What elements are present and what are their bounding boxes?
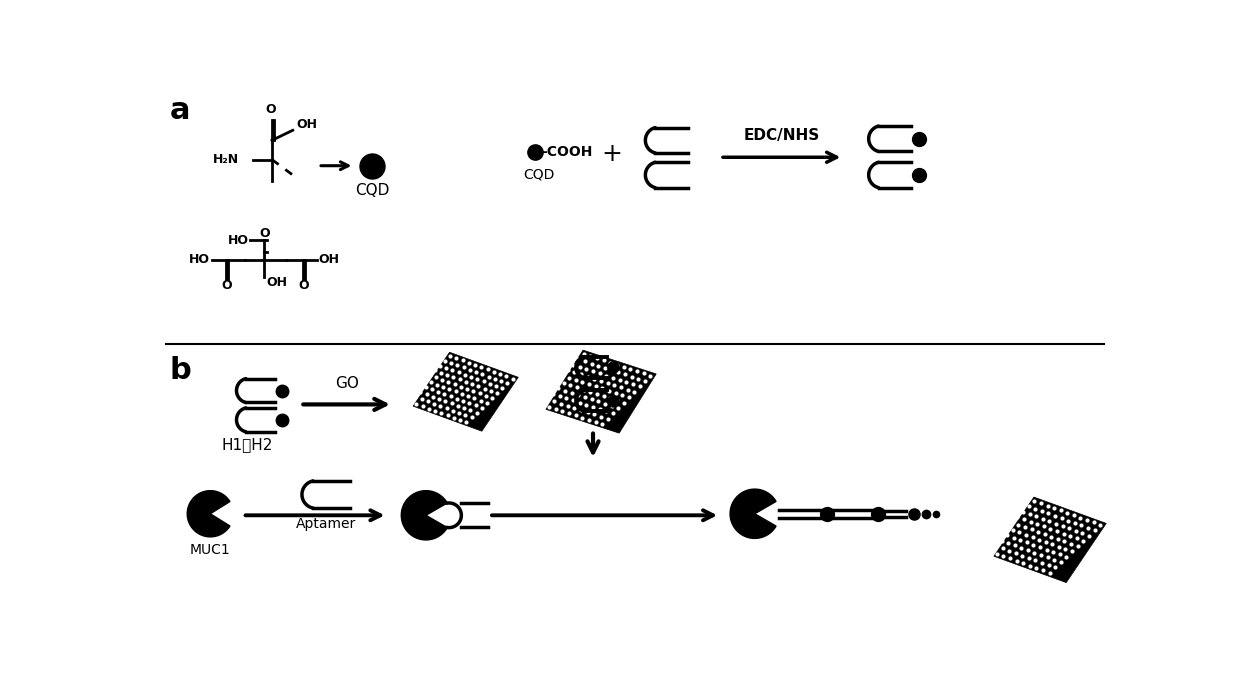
Text: OH: OH bbox=[318, 253, 339, 266]
Text: O: O bbox=[260, 227, 270, 240]
Text: -COOH: -COOH bbox=[541, 145, 592, 159]
Polygon shape bbox=[730, 489, 776, 539]
Polygon shape bbox=[413, 352, 518, 431]
Text: O: O bbox=[265, 103, 276, 116]
Text: CQD: CQD bbox=[523, 167, 555, 181]
Polygon shape bbox=[401, 491, 447, 540]
Text: O: O bbox=[299, 279, 309, 292]
Text: GO: GO bbox=[335, 376, 358, 391]
Text: b: b bbox=[170, 356, 191, 385]
Text: EDC/NHS: EDC/NHS bbox=[743, 127, 820, 142]
Text: CQD: CQD bbox=[354, 182, 389, 197]
Text: OH: OH bbox=[266, 277, 287, 289]
Text: a: a bbox=[170, 96, 190, 125]
Text: Aptamer: Aptamer bbox=[296, 517, 356, 531]
Text: +: + bbox=[602, 142, 623, 166]
Text: H1、H2: H1、H2 bbox=[221, 437, 273, 452]
Text: OH: OH bbox=[296, 118, 317, 131]
Text: HO: HO bbox=[228, 234, 249, 247]
Text: H₂N: H₂N bbox=[213, 153, 239, 166]
Polygon shape bbox=[187, 491, 230, 537]
Text: HO: HO bbox=[190, 253, 211, 266]
Text: MUC1: MUC1 bbox=[190, 543, 230, 557]
Polygon shape bbox=[546, 350, 657, 433]
Polygon shape bbox=[994, 497, 1106, 583]
Text: O: O bbox=[222, 279, 232, 292]
